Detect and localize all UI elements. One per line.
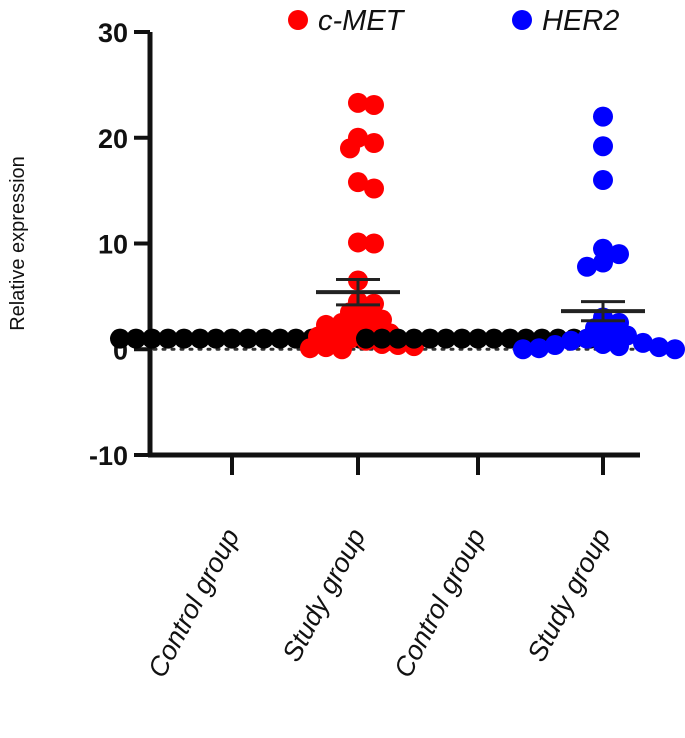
data-point [593, 333, 613, 354]
data-point [356, 328, 376, 349]
data-point [348, 172, 368, 193]
data-point [649, 337, 669, 358]
data-point [364, 133, 384, 154]
data-point [364, 178, 384, 199]
data-point [404, 328, 424, 349]
data-point [468, 328, 488, 349]
data-point [348, 232, 368, 253]
y-tick-label: 20 [98, 124, 128, 154]
data-point [222, 328, 242, 349]
y-tick-label: 30 [98, 18, 128, 48]
data-point [190, 328, 210, 349]
data-point [593, 252, 613, 273]
data-point [206, 328, 226, 349]
data-point [593, 106, 613, 127]
data-point [545, 335, 565, 356]
data-point [633, 332, 653, 353]
legend-marker [512, 10, 532, 30]
x-category-label: Control group [142, 524, 245, 683]
y-axis-label: Relative expression [7, 156, 29, 331]
data-point [270, 328, 290, 349]
legend-marker [288, 10, 308, 30]
data-point [484, 328, 504, 349]
x-category-label: Control group [388, 524, 491, 683]
data-point [340, 138, 360, 159]
data-point [609, 244, 629, 265]
legend-label: HER2 [542, 5, 619, 37]
data-point [372, 328, 392, 349]
data-point [348, 92, 368, 113]
data-point [561, 330, 581, 351]
data-point [577, 256, 597, 277]
legend-label: c-MET [318, 5, 406, 37]
data-point [126, 328, 146, 349]
data-point [110, 328, 130, 349]
data-point [142, 328, 162, 349]
data-point [452, 328, 472, 349]
data-point [316, 337, 336, 358]
data-point [513, 339, 533, 360]
data-point [609, 336, 629, 357]
data-point [364, 94, 384, 115]
data-point [286, 328, 306, 349]
data-point [420, 328, 440, 349]
data-point [593, 170, 613, 191]
x-category-label: Study group [276, 524, 371, 667]
data-point [577, 328, 597, 349]
data-point [254, 328, 274, 349]
data-point [174, 328, 194, 349]
data-point [238, 328, 258, 349]
data-point [593, 238, 613, 259]
data-point [665, 339, 685, 360]
data-point [158, 328, 178, 349]
x-category-label: Study group [521, 524, 616, 667]
data-point [364, 233, 384, 254]
data-point [593, 136, 613, 157]
y-tick-label: 10 [98, 230, 128, 260]
data-point [388, 328, 408, 349]
data-point [332, 339, 352, 360]
data-point [529, 338, 549, 359]
data-point [300, 338, 320, 359]
data-point [436, 328, 456, 349]
y-tick-label: -10 [89, 441, 128, 471]
